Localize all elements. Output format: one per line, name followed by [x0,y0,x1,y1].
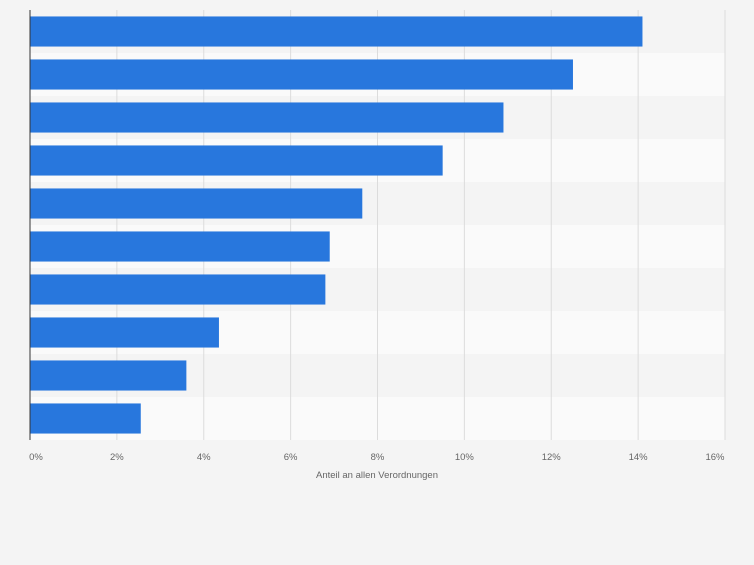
bar[interactable] [30,317,219,348]
x-tick-label: 2% [110,452,124,463]
bar[interactable] [30,188,363,219]
x-tick-label: 0% [29,452,43,463]
bar[interactable] [30,360,187,391]
x-axis-title: Anteil an allen Verordnungen [316,470,438,481]
bar[interactable] [30,274,326,305]
bar[interactable] [30,16,643,47]
x-tick-label: 16% [705,452,725,463]
bar[interactable] [30,59,573,90]
x-tick-label: 4% [197,452,211,463]
x-tick-label: 14% [629,452,649,463]
bars [30,16,643,434]
x-tick-label: 10% [455,452,475,463]
bar[interactable] [30,102,504,133]
x-tick-label: 12% [542,452,562,463]
x-tick-labels: 0% 2% 4% 6% 8% 10% 12% 14% 16% [29,452,725,463]
x-tick-label: 6% [284,452,298,463]
bar[interactable] [30,403,141,434]
bar[interactable] [30,145,443,176]
bar[interactable] [30,231,330,262]
x-tick-label: 8% [371,452,385,463]
